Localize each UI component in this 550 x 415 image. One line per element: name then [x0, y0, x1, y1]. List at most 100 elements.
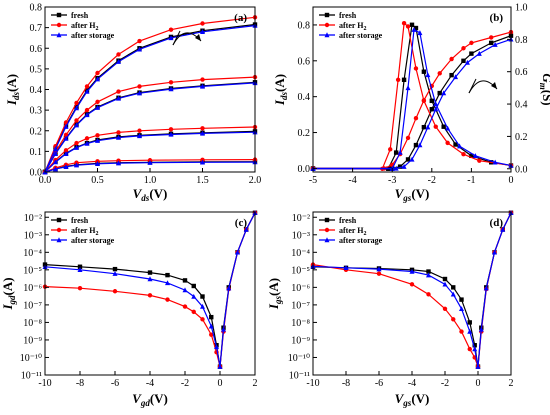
y-tick-label: 0.2: [298, 128, 311, 139]
series-circle-point: [112, 289, 118, 294]
x-axis-label-sub: ds: [141, 193, 150, 203]
x-tick-label: -4: [348, 175, 356, 186]
series-ids-circle-point: [489, 35, 494, 40]
panel-label: (d): [490, 217, 504, 229]
series-square-point: [426, 269, 431, 274]
legend-label: fresh: [339, 11, 357, 20]
legend-marker: [324, 227, 330, 233]
legend-label-main: after storage: [71, 31, 115, 40]
series-gm-square-point: [409, 22, 415, 27]
x-tick-label: -2: [441, 378, 449, 389]
series-triangle-point: [467, 328, 473, 334]
series-triangle-point: [116, 58, 121, 64]
x-axis-label: Vgs(V): [395, 391, 430, 408]
series-triangle-point: [217, 363, 223, 369]
series-ids-square-point: [397, 164, 403, 169]
series-square-point: [182, 278, 188, 283]
series-triangle-point: [165, 280, 170, 286]
series-triangle-point: [112, 271, 118, 276]
series-triangle-point: [84, 140, 90, 146]
legend-label: after H2: [71, 226, 99, 237]
sweep-arrow-tail: [172, 30, 181, 46]
legend-label-main: after storage: [339, 236, 383, 245]
series-triangle-point: [450, 291, 456, 297]
y-axis-label-right-sub: m: [538, 83, 548, 90]
series-circle-point: [451, 317, 456, 322]
series-circle-point: [209, 332, 214, 337]
series-triangle-point: [221, 326, 226, 332]
series-square-point: [147, 270, 153, 275]
y-tick-label: 1.0: [515, 3, 528, 14]
legend-label: fresh: [71, 216, 89, 225]
y-axis-label: Igs(A): [266, 278, 283, 310]
y-tick-label: 10⁻⁵: [23, 265, 42, 276]
plot-frame: [312, 6, 512, 173]
series-triangle-point: [478, 326, 484, 332]
series-triangle-point: [116, 134, 121, 140]
legend-label-main: fresh: [71, 11, 89, 20]
y-tick-label: 10⁻⁸: [291, 318, 310, 329]
series-triangle-point: [200, 303, 205, 309]
series-triangle-point: [208, 323, 214, 329]
legend-label-main: fresh: [339, 11, 357, 20]
legend-label-sub: 2: [364, 231, 367, 237]
series-circle-point: [459, 329, 464, 334]
y-axis-label-unit: (A): [266, 278, 281, 296]
series-triangle-point: [226, 285, 232, 291]
series-triangle-point: [95, 76, 100, 82]
series-circle-point: [116, 52, 121, 57]
x-axis-label: Vgd(V): [132, 391, 168, 408]
series-ids-circle-point: [405, 135, 411, 141]
series-gm-triangle-point: [445, 125, 451, 131]
y-tick-label: 10⁻⁶: [23, 283, 42, 294]
y-axis-label-left: Ids(A): [272, 74, 289, 106]
series-ids-triangle-point: [433, 106, 439, 112]
series-triangle-point: [235, 249, 240, 255]
series-circle-point: [137, 38, 142, 44]
series-triangle-point: [84, 88, 90, 94]
series-ids-triangle-point: [453, 74, 459, 80]
legend-label: after storage: [71, 31, 115, 40]
series-gm-triangle-point: [472, 153, 478, 159]
series-gm-circle-point: [405, 24, 411, 29]
series-circle-point: [200, 77, 205, 82]
series-gm-circle-point: [395, 77, 401, 82]
series-gm-circle-point: [388, 147, 393, 152]
series-circle-point: [200, 21, 205, 26]
legend-marker: [324, 12, 330, 18]
series-square-point: [77, 264, 83, 269]
x-tick-label: 0: [218, 378, 223, 389]
y-tick-label: 0.8: [30, 3, 43, 14]
legend-label-main: fresh: [339, 216, 357, 225]
series-triangle-line: [312, 212, 512, 367]
series-circle-point: [84, 107, 90, 113]
series-square-point: [200, 294, 205, 299]
series-triangle-point: [214, 344, 219, 350]
series-gm-circle-point: [445, 140, 450, 146]
panel-label: (c): [235, 217, 248, 229]
series-triangle-point: [137, 133, 142, 139]
series-circle-point: [84, 136, 90, 141]
series-ids-triangle-point: [409, 156, 415, 162]
series-ids-triangle-point: [393, 165, 399, 171]
x-axis-label-main: V: [132, 391, 142, 406]
series-circle-point: [182, 304, 188, 309]
y-tick-label: 0.8: [515, 35, 528, 46]
series-triangle-point: [409, 268, 415, 274]
series-ids-triangle-point: [425, 124, 431, 130]
series-ids-circle-point: [437, 71, 442, 76]
x-axis-label-sub: gd: [140, 398, 151, 408]
series-triangle-point: [95, 161, 100, 166]
x-tick-label: -2: [181, 378, 189, 389]
legend-label: after storage: [339, 236, 383, 245]
sweep-arrow-tail: [468, 78, 477, 94]
x-tick-label: 1.0: [144, 175, 157, 186]
x-axis-label-unit: (V): [150, 391, 168, 406]
series-circle-point: [168, 27, 174, 32]
y-axis-label-unit: (A): [0, 277, 15, 295]
series-triangle-point: [475, 363, 481, 369]
series-circle-point: [137, 128, 142, 133]
y-tick-label: 0.0: [515, 164, 528, 175]
x-tick-label: 0: [476, 378, 481, 389]
